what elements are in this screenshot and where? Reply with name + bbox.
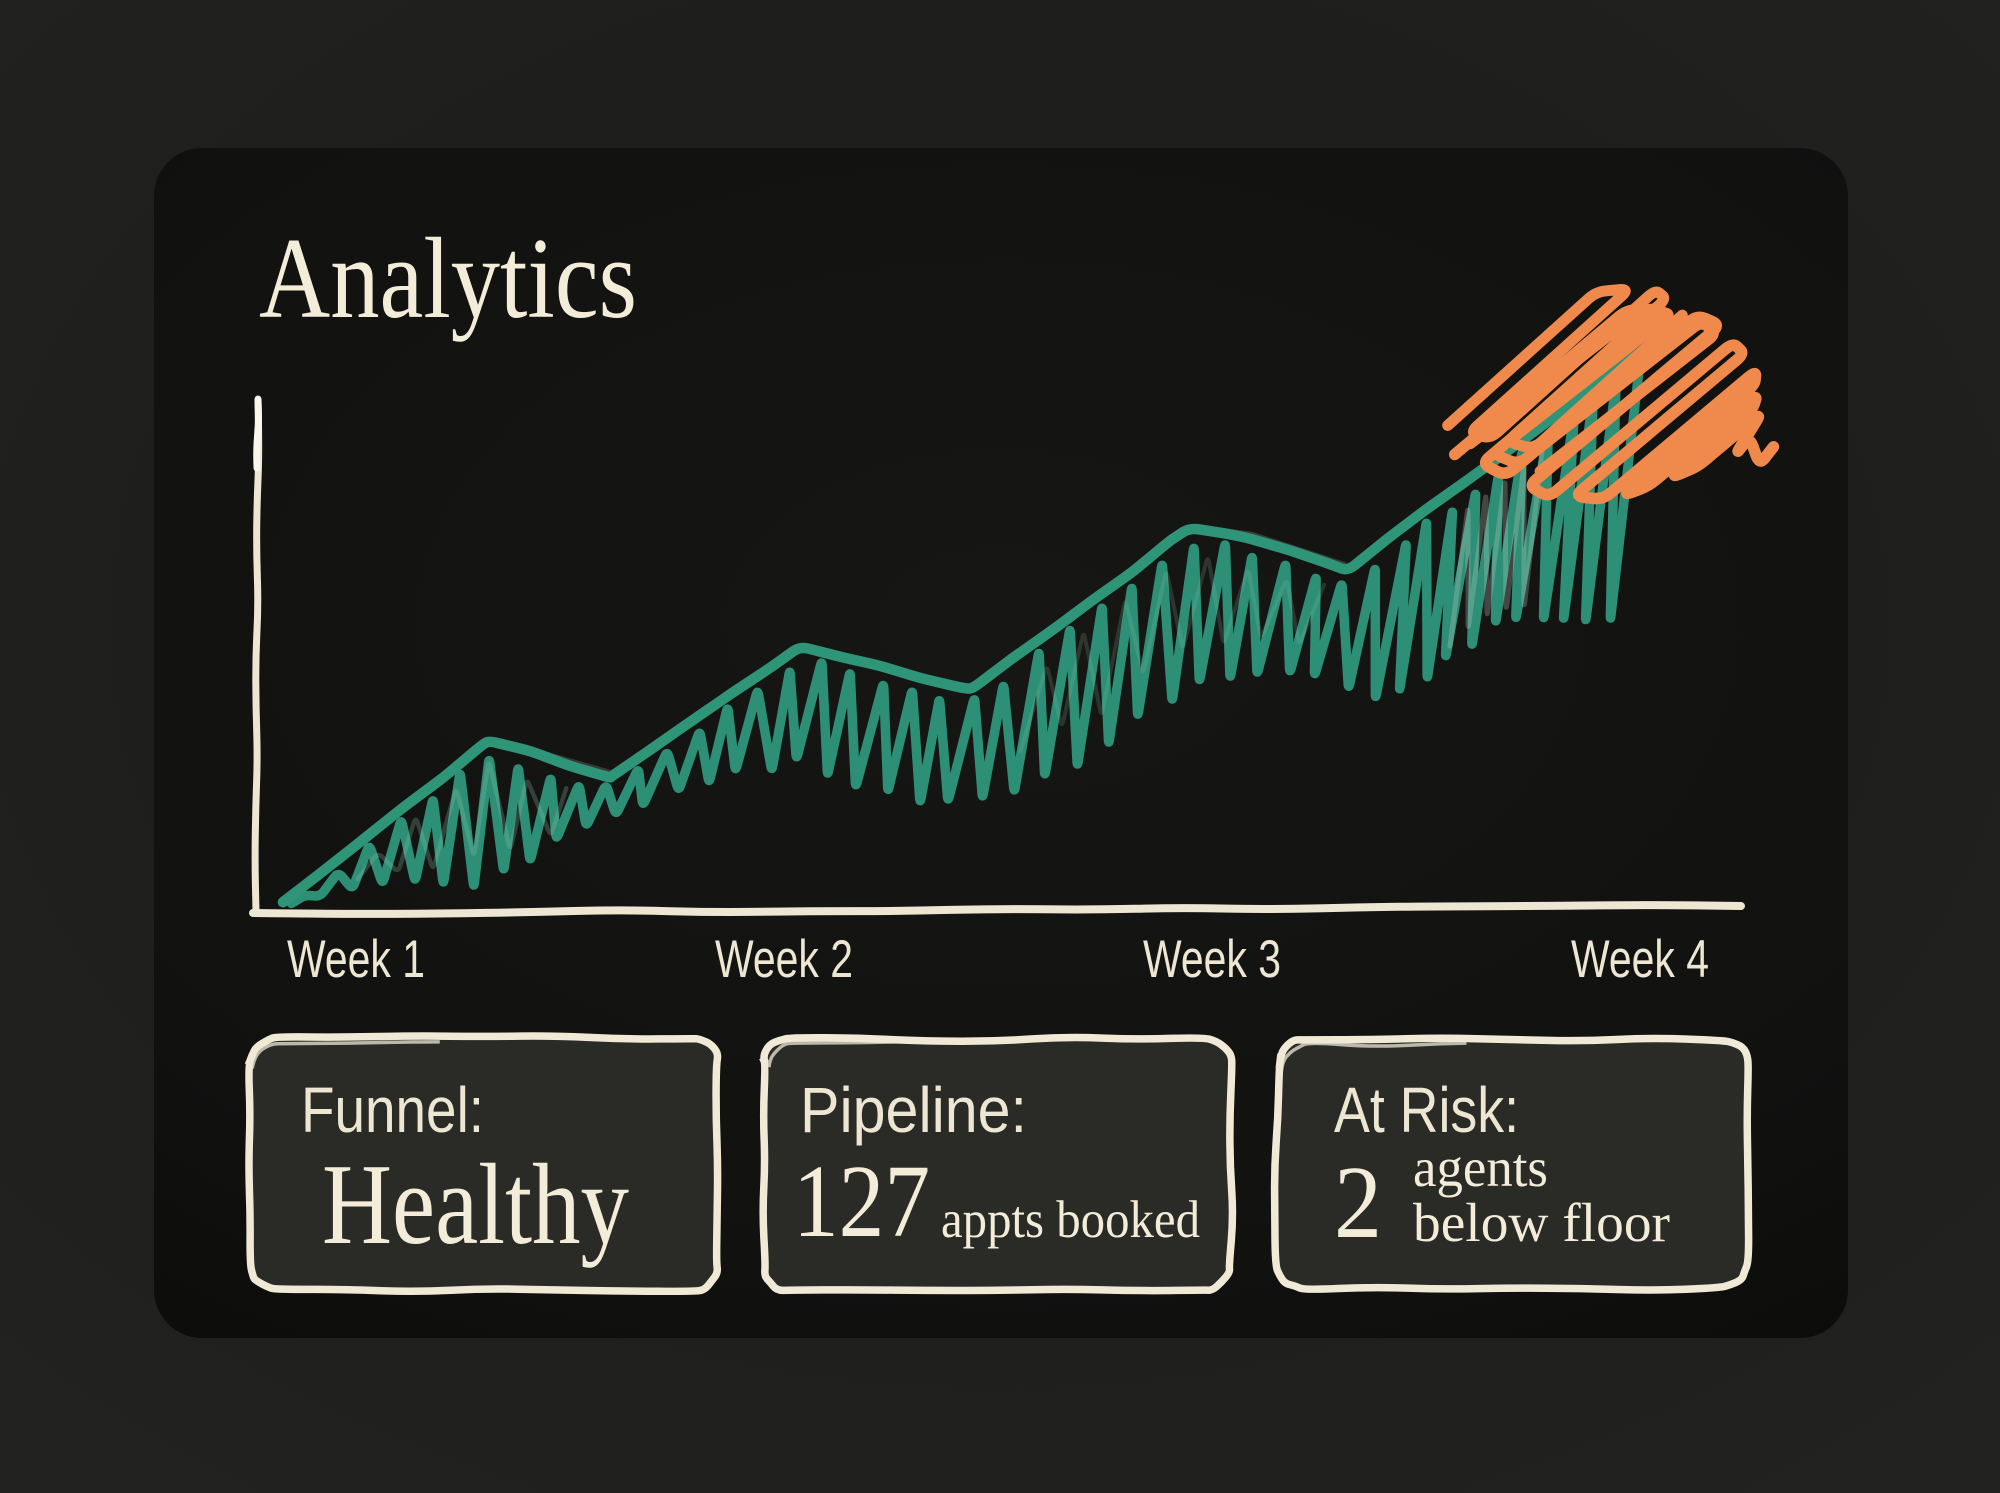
svg-text:Analytics: Analytics bbox=[259, 215, 637, 343]
svg-text:2: 2 bbox=[1334, 1145, 1382, 1260]
svg-text:Funnel:: Funnel: bbox=[301, 1074, 484, 1146]
svg-text:below floor: below floor bbox=[1413, 1192, 1670, 1253]
svg-text:127: 127 bbox=[793, 1144, 930, 1259]
svg-text:agents: agents bbox=[1413, 1137, 1548, 1198]
svg-text:Week 2: Week 2 bbox=[715, 930, 853, 989]
svg-text:Week 3: Week 3 bbox=[1143, 930, 1281, 989]
svg-text:Healthy: Healthy bbox=[322, 1141, 629, 1269]
svg-text:Week 4: Week 4 bbox=[1571, 930, 1709, 989]
svg-text:Week 1: Week 1 bbox=[287, 930, 425, 989]
svg-text:Pipeline:: Pipeline: bbox=[800, 1074, 1027, 1146]
svg-text:At Risk:: At Risk: bbox=[1334, 1074, 1519, 1146]
svg-text:appts booked: appts booked bbox=[941, 1191, 1200, 1249]
